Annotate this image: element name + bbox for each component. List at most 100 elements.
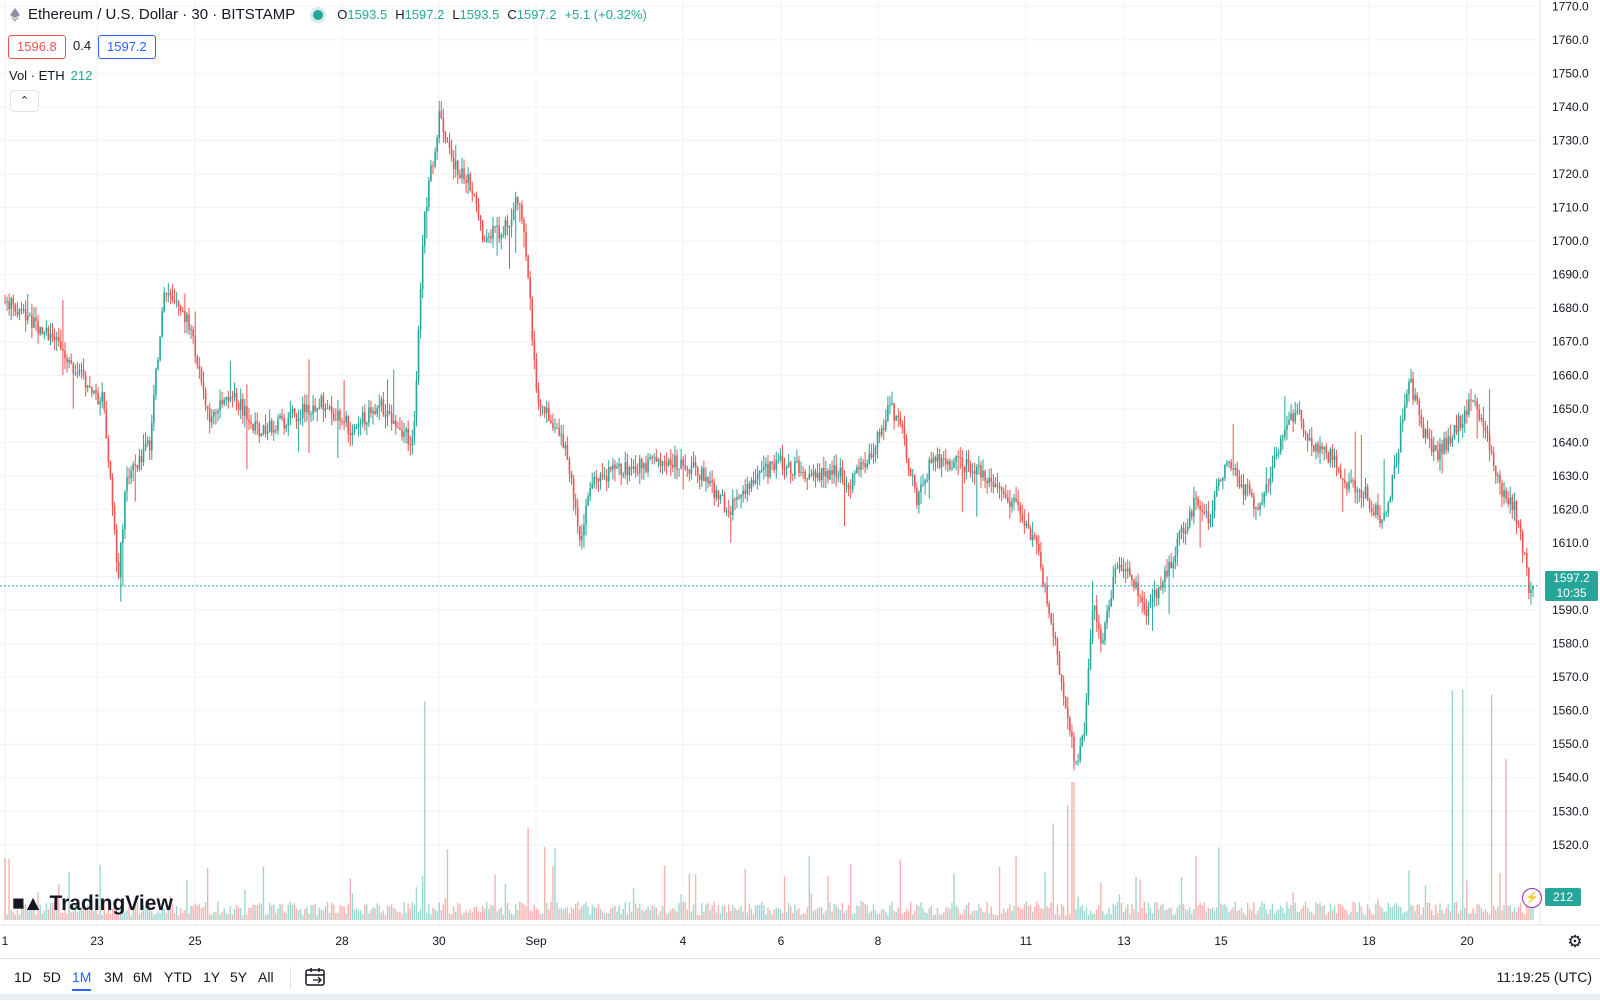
candle-body: [572, 478, 575, 500]
lightning-bolt-icon[interactable]: ⚡: [1522, 888, 1542, 908]
volume-bar: [963, 909, 966, 920]
candle-body: [936, 454, 939, 462]
collapse-legend-button[interactable]: ⌃: [10, 90, 39, 112]
market-status-icon[interactable]: [313, 9, 324, 20]
candle-body: [312, 405, 314, 415]
volume-bar: [806, 907, 808, 920]
candle-body: [1360, 489, 1363, 498]
candle-body: [982, 470, 984, 478]
volume-bar: [101, 915, 103, 920]
volume-bar: [823, 913, 825, 920]
volume-bar: [1271, 903, 1274, 920]
candle-body: [647, 459, 649, 472]
range-button-1d[interactable]: 1D: [14, 969, 32, 985]
volume-bar: [603, 913, 606, 920]
candle-body: [963, 466, 966, 473]
volume-bar: [616, 911, 618, 920]
candle-body: [541, 406, 544, 408]
candle-body: [1335, 455, 1338, 468]
volume-bar: [1311, 912, 1313, 920]
range-button-ytd[interactable]: YTD: [164, 969, 192, 985]
volume-bar: [930, 905, 933, 920]
volume-bar: [1455, 901, 1458, 920]
symbol-legend[interactable]: Ethereum / U.S. Dollar · 30 · BITSTAMP O…: [8, 6, 647, 23]
candle-body: [281, 415, 283, 418]
candle-body: [618, 463, 620, 467]
volume-bar: [1327, 912, 1330, 920]
range-button-6m[interactable]: 6M: [133, 969, 153, 985]
volume-bar: [934, 914, 937, 920]
volume-bar: [43, 910, 45, 920]
tradingview-logo[interactable]: ■▲ TradingView: [12, 892, 173, 916]
buy-price-button[interactable]: 1597.2: [98, 35, 156, 59]
candle-body: [1151, 595, 1154, 603]
gear-icon[interactable]: ⚙: [1567, 932, 1583, 951]
candle-body: [1286, 424, 1288, 430]
utc-clock[interactable]: 11:19:25 (UTC): [1496, 969, 1592, 985]
candle-body: [1509, 497, 1512, 505]
volume-bar: [1495, 909, 1497, 920]
volume-bar: [969, 914, 972, 920]
volume-bar: [1364, 915, 1367, 920]
volume-bar: [384, 915, 387, 920]
candle-body: [525, 231, 527, 257]
volume-legend[interactable]: Vol · ETH 212: [9, 68, 92, 83]
calendar-goto-icon[interactable]: [303, 966, 327, 988]
candle-body: [1488, 433, 1491, 451]
candle-body: [124, 491, 126, 530]
candle-body: [876, 432, 879, 448]
candle-body: [998, 486, 1001, 489]
volume-bar: [926, 912, 928, 920]
candle-body: [368, 407, 370, 423]
range-button-3m[interactable]: 3M: [104, 969, 124, 985]
volume-bar: [897, 907, 899, 920]
candle-body: [1033, 535, 1036, 537]
candle-body: [742, 490, 744, 495]
volume-bar: [184, 909, 186, 920]
candle-body: [1298, 410, 1301, 412]
candle-series: [4, 100, 1534, 771]
candle-body: [649, 457, 651, 460]
volume-bar: [943, 912, 945, 920]
volume-bar: [1187, 910, 1189, 920]
volume-bar: [572, 908, 575, 920]
volume-bar: [1170, 907, 1172, 920]
volume-bar: [1451, 690, 1454, 920]
volume-bar: [1342, 906, 1344, 920]
candle-body: [924, 480, 926, 485]
candle-body: [349, 433, 352, 436]
candle-body: [576, 507, 579, 527]
volume-bar: [1484, 909, 1487, 920]
volume-bar: [1515, 911, 1518, 920]
candle-body: [965, 458, 968, 473]
range-button-5d[interactable]: 5D: [43, 969, 61, 985]
last-price-label: 1597.2 10:35: [1545, 570, 1598, 601]
candle-body: [686, 468, 689, 470]
candle-body: [800, 471, 802, 473]
candle-body: [35, 317, 37, 322]
volume-bar: [339, 905, 341, 920]
volume-bar: [82, 907, 85, 920]
volume-bar: [1472, 908, 1474, 920]
range-button-1y[interactable]: 1Y: [203, 969, 221, 985]
candle-body: [1370, 508, 1373, 513]
candle-body: [1170, 561, 1172, 569]
volume-bar: [320, 909, 323, 920]
volume-bar: [570, 907, 573, 920]
candle-body: [672, 464, 674, 468]
volume-bar: [878, 913, 881, 920]
volume-bar: [273, 904, 275, 920]
range-button-1m[interactable]: 1M: [72, 959, 92, 995]
volume-bar: [35, 914, 37, 920]
range-button-all[interactable]: All: [258, 969, 274, 985]
candle-body: [1435, 445, 1437, 451]
volume-bar: [173, 913, 176, 920]
candle-body: [1449, 436, 1452, 444]
volume-bar: [202, 906, 205, 920]
range-button-5y[interactable]: 5Y: [230, 969, 248, 985]
volume-bar: [299, 908, 302, 920]
candle-body: [812, 471, 815, 476]
sell-price-button[interactable]: 1596.8: [8, 35, 66, 59]
candle-body: [516, 196, 519, 204]
